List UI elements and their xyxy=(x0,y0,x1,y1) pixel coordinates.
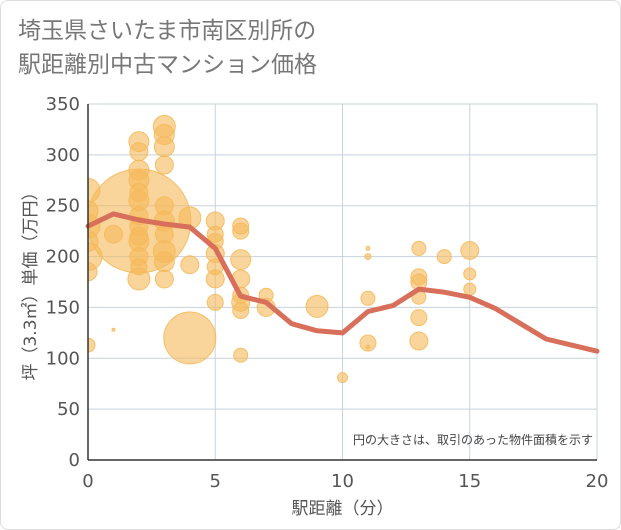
axes: 0 50 100 150 200 250 300 350 0 5 10 15 20 xyxy=(46,94,609,492)
y-tick-label: 100 xyxy=(46,348,80,369)
data-bubble xyxy=(88,337,96,353)
data-bubble xyxy=(88,262,98,282)
y-axis-label: 坪（3.3㎡）単価（万円） xyxy=(21,183,41,380)
data-bubble xyxy=(305,294,329,318)
data-bubble xyxy=(153,136,175,158)
data-bubble xyxy=(337,372,348,384)
data-bubble xyxy=(180,255,200,275)
data-bubble xyxy=(411,240,427,256)
data-bubble xyxy=(365,245,371,251)
title-line-2: 駅距離別中古マンション価格 xyxy=(18,52,317,78)
y-tick-label: 300 xyxy=(46,145,80,166)
y-tick-label: 250 xyxy=(46,196,80,217)
data-bubble xyxy=(154,224,174,244)
data-bubble xyxy=(111,327,116,332)
data-bubble xyxy=(88,230,99,252)
data-bubble xyxy=(463,282,477,296)
x-tick-label: 15 xyxy=(458,471,481,492)
title-line-1: 埼玉県さいたま市南区別所の xyxy=(18,18,317,44)
data-bubble xyxy=(230,249,252,271)
y-tick-label: 0 xyxy=(69,450,80,471)
data-bubble xyxy=(130,258,148,276)
x-tick-label: 10 xyxy=(331,471,354,492)
chart-title: 埼玉県さいたま市南区別所の 駅距離別中古マンション価格 xyxy=(18,14,317,82)
data-bubble xyxy=(153,251,175,273)
data-bubble xyxy=(364,253,372,261)
y-tick-label: 350 xyxy=(46,94,80,115)
data-bubble xyxy=(154,269,174,289)
y-tick-label: 200 xyxy=(46,247,80,268)
data-bubble xyxy=(359,334,377,352)
average-price-line xyxy=(85,211,600,354)
y-tick-label: 150 xyxy=(46,297,80,318)
x-tick-label: 5 xyxy=(210,471,221,492)
data-bubble xyxy=(409,331,429,351)
data-bubble xyxy=(88,177,101,203)
data-bubble xyxy=(410,309,428,327)
data-bubble xyxy=(232,222,250,240)
data-bubble xyxy=(460,240,480,260)
x-axis-label: 駅距離（分） xyxy=(292,499,394,519)
data-bubble xyxy=(103,224,123,244)
data-bubble xyxy=(463,267,477,281)
data-bubble xyxy=(233,347,249,363)
data-bubble xyxy=(154,155,174,175)
bubble-size-note: 円の大きさは、取引のあった物件面積を示す xyxy=(353,432,593,447)
data-bubble xyxy=(88,200,99,222)
data-bubble xyxy=(163,311,217,365)
data-bubble xyxy=(365,344,371,350)
data-bubble xyxy=(129,182,149,202)
data-bubble xyxy=(129,226,149,246)
bubble-layer xyxy=(88,114,480,384)
data-bubble xyxy=(154,196,174,216)
data-bubble xyxy=(206,293,224,311)
x-tick-label: 0 xyxy=(82,471,93,492)
y-tick-label: 50 xyxy=(57,399,80,420)
x-tick-label: 20 xyxy=(586,471,609,492)
data-bubble xyxy=(360,290,376,306)
trend-line-layer xyxy=(85,211,600,354)
data-bubble xyxy=(232,301,250,319)
data-bubble xyxy=(436,249,452,265)
data-bubble xyxy=(129,142,149,162)
